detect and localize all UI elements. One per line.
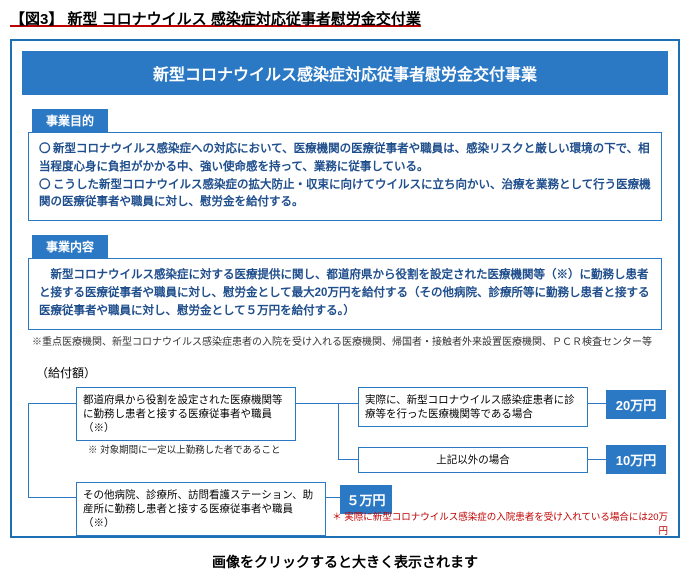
content-body: 新型コロナウイルス感染症に対する医療提供に関し、都道府県から役割を設定された医療… xyxy=(39,267,651,320)
purpose-box: 〇新型コロナウイルス感染症への対応において、医療機関の医療従事者や職員は、感染リ… xyxy=(28,132,662,221)
box-other-case: 上記以外の場合 xyxy=(358,447,588,473)
box-actual-treatment: 実際に、新型コロナウイルス感染症患者に診療等を行った医療機関等である場合 xyxy=(358,387,588,427)
box-other-hospitals: その他病院、診療所、訪問看護ステーション、助産所に勤務し患者と接する医療従事者や… xyxy=(76,482,326,537)
content-box: 新型コロナウイルス感染症に対する医療提供に関し、都道府県から役割を設定された医療… xyxy=(28,258,662,329)
header-bar: 新型コロナウイルス感染症対応従事者慰労金交付事業 xyxy=(22,51,668,95)
payment-diagram: 都道府県から役割を設定された医療機関等に勤務し患者と接する医療従事者や職員（※）… xyxy=(28,387,662,522)
pay-amount-label: （給付額） xyxy=(36,364,668,381)
red-footnote: ＊ 実際に新型コロナウイルス感染症の入院患者を受け入れている場合には20万円 xyxy=(328,509,668,537)
figure-title: 【図3】 新型 コロナウイルス 感染症対応従事者慰労金交付業 xyxy=(0,0,690,33)
condition-note: ※ 対象期間に一定以上勤務した者であること xyxy=(88,442,281,456)
click-caption: 画像をクリックすると大きく表示されます xyxy=(0,546,690,582)
purpose-label: 事業目的 xyxy=(32,109,108,132)
document-frame[interactable]: 新型コロナウイルス感染症対応従事者慰労金交付事業 事業目的 〇新型コロナウイルス… xyxy=(10,39,680,538)
purpose-line1: 新型コロナウイルス感染症への対応において、医療機関の医療従事者や職員は、感染リス… xyxy=(39,143,650,173)
amount-20: 20万円 xyxy=(606,390,666,419)
amount-10: 10万円 xyxy=(606,445,666,474)
box-designated-institutions: 都道府県から役割を設定された医療機関等に勤務し患者と接する医療従事者や職員（※） xyxy=(76,387,296,442)
content-note: ※重点医療機関、新型コロナウイルス感染症患者の入院を受け入れる医療機関、帰国者・… xyxy=(32,336,658,350)
content-label: 事業内容 xyxy=(32,235,108,258)
purpose-line2: こうした新型コロナウイルス感染症の拡大防止・収束に向けてウイルスに立ち向かい、治… xyxy=(39,179,651,209)
